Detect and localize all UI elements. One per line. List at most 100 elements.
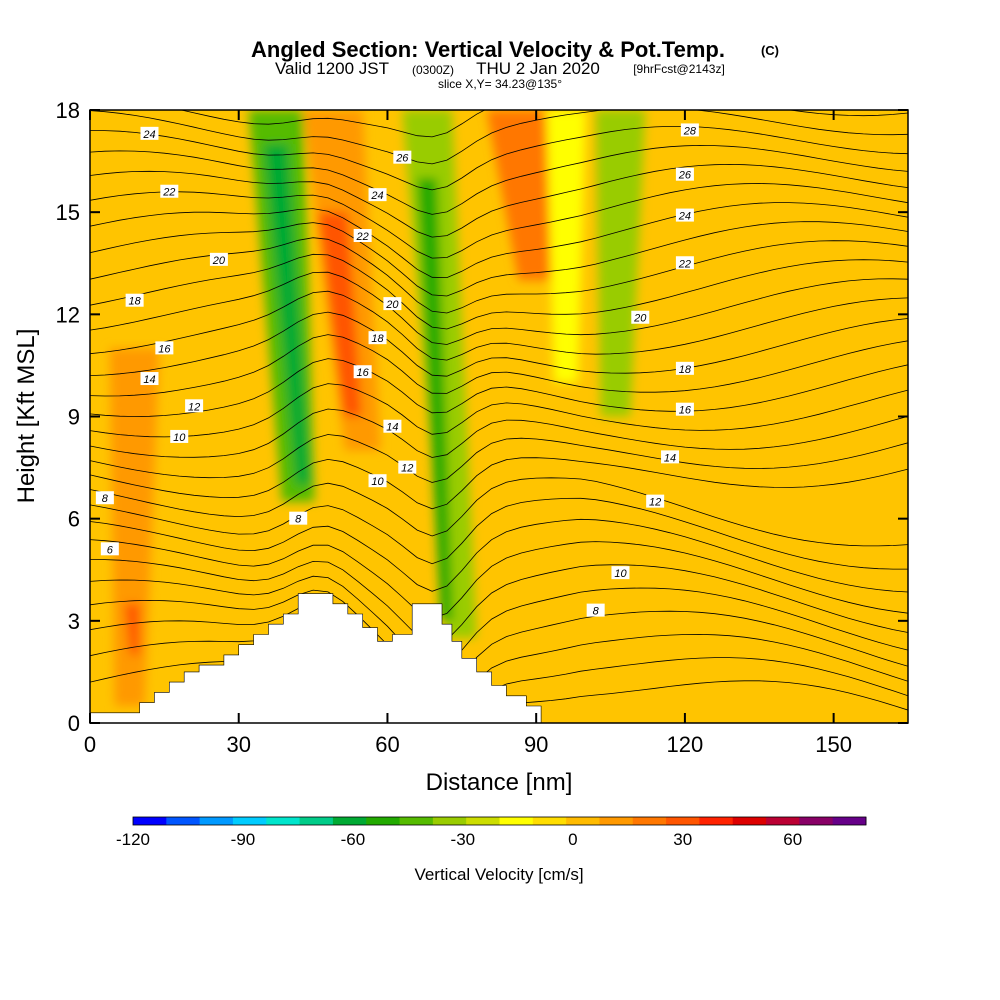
colorbar-cell	[499, 817, 534, 825]
svg-text:28: 28	[683, 125, 697, 137]
contour-label: 18	[675, 361, 694, 376]
colorbar-cell	[232, 817, 267, 825]
svg-text:6: 6	[107, 544, 114, 556]
y-tick-labels: 0 3 6 9 12 15 18	[56, 98, 80, 736]
contour-label: 10	[611, 566, 630, 580]
contour-label: 20	[383, 297, 402, 311]
velocity-streak-6	[486, 110, 555, 281]
y-tick-label: 0	[68, 711, 80, 736]
contour-line	[90, 271, 908, 345]
y-tick-label: 6	[68, 507, 80, 532]
colorbar-cell	[366, 817, 401, 825]
x-axis-title: Distance [nm]	[426, 769, 573, 796]
colorbar-cell	[632, 817, 667, 825]
y-tick-label: 9	[68, 405, 80, 430]
contour-label: 24	[140, 126, 159, 141]
contour-line	[179, 110, 908, 138]
contour-line	[90, 603, 908, 713]
colorbar-cell	[699, 817, 734, 825]
slice-label: slice X,Y= 34.23@135°	[438, 77, 562, 91]
contour-label: 16	[353, 365, 372, 379]
contour-line	[90, 202, 908, 279]
subtitle-valid: Valid 1200 JST	[275, 59, 389, 78]
velocity-streak-9	[109, 348, 160, 706]
colorbar-cell	[599, 817, 634, 825]
contour-line	[90, 539, 908, 619]
contour-label: 8	[95, 491, 114, 505]
colorbar-cell	[532, 817, 567, 825]
contour-label: 26	[393, 150, 412, 165]
svg-text:10: 10	[371, 476, 384, 488]
contour-line	[90, 575, 908, 670]
colorbar-tick-labels: -120 -90 -60 -30 0 30 60	[116, 830, 802, 849]
colorbar-tick-label: -60	[341, 830, 366, 849]
svg-text:12: 12	[188, 401, 200, 413]
contour-line	[90, 408, 908, 458]
svg-text:8: 8	[593, 606, 600, 618]
svg-text:24: 24	[678, 211, 691, 223]
contour-label: 14	[383, 419, 402, 434]
contour-label: 26	[675, 167, 694, 182]
contour-line	[90, 477, 908, 547]
contour-line	[90, 559, 908, 645]
colorbar-cell	[166, 817, 201, 825]
plot-background	[90, 110, 908, 723]
x-tick-label: 0	[84, 732, 96, 757]
subtitle-utc: (0300Z)	[412, 63, 454, 77]
colorbar-cell	[332, 817, 367, 825]
svg-text:24: 24	[370, 190, 383, 202]
y-tick-label: 12	[56, 302, 80, 327]
x-tick-label: 120	[667, 732, 704, 757]
contour-line	[90, 110, 908, 165]
contour-label: 10	[170, 429, 189, 444]
y-axis-title: Height [Kft MSL]	[13, 329, 40, 504]
contour-label: 10	[368, 474, 387, 488]
contour-line	[90, 434, 908, 483]
contour-line	[90, 290, 908, 361]
colorbar-cell	[832, 817, 867, 825]
svg-text:20: 20	[385, 299, 399, 311]
svg-text:20: 20	[633, 313, 647, 325]
x-tick-label: 90	[524, 732, 548, 757]
svg-text:10: 10	[173, 432, 186, 444]
contour-label: 6	[100, 542, 119, 556]
svg-text:26: 26	[395, 153, 409, 165]
contour-line	[90, 383, 908, 438]
contour-label: 18	[368, 331, 387, 345]
colorbar-cell	[799, 817, 834, 825]
y-tick-label: 3	[68, 609, 80, 634]
svg-text:26: 26	[678, 170, 692, 182]
contour-label: 20	[631, 310, 650, 325]
x-tick-label: 150	[815, 732, 852, 757]
contour-labels: 24 22 20 18 16 14 12 10 8 6 8 26 24 22 20 18 16 14 12 10 28 2…	[95, 123, 699, 618]
colorbar-cell	[133, 817, 167, 825]
contour-label: 24	[368, 188, 387, 202]
svg-text:12: 12	[401, 463, 413, 475]
colorbar	[132, 816, 867, 826]
velocity-streak-10	[124, 603, 140, 655]
colorbar-cell	[199, 817, 234, 825]
chart-title: Angled Section: Vertical Velocity & Pot.…	[251, 37, 725, 62]
contour-label: 28	[680, 123, 699, 137]
contour-line	[90, 518, 908, 593]
svg-text:22: 22	[162, 187, 175, 199]
contour-label: 12	[646, 494, 665, 509]
contour-label: 8	[289, 511, 308, 526]
colorbar-cell	[266, 817, 301, 825]
y-tick-label: 18	[56, 98, 80, 123]
contour-label: 14	[661, 450, 680, 464]
colorbar-cell	[299, 817, 334, 825]
svg-text:20: 20	[212, 255, 226, 267]
contour-line	[90, 253, 908, 330]
colorbar-cell	[399, 817, 434, 825]
contour-label: 8	[586, 603, 605, 618]
subtitle-forecast: [9hrFcst@2143z]	[633, 62, 725, 76]
svg-text:14: 14	[143, 374, 155, 386]
contour-label: 22	[675, 256, 694, 270]
subtitle-date: THU 2 Jan 2020	[476, 59, 600, 78]
colorbar-title: Vertical Velocity [cm/s]	[414, 865, 583, 884]
contour-line	[90, 183, 908, 259]
contour-line	[90, 457, 908, 510]
colorbar-tick-label: -90	[231, 830, 256, 849]
